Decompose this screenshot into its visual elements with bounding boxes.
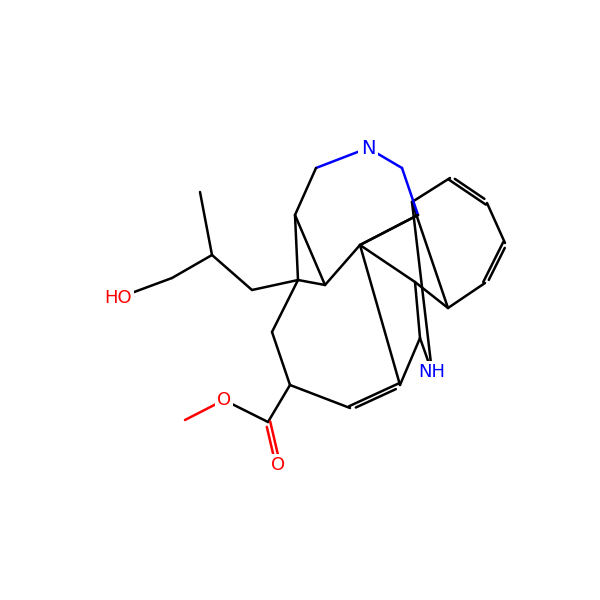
- Text: HO: HO: [104, 289, 132, 307]
- Text: O: O: [271, 456, 285, 474]
- Text: NH: NH: [419, 363, 445, 381]
- Text: O: O: [217, 391, 231, 409]
- Text: N: N: [361, 139, 375, 157]
